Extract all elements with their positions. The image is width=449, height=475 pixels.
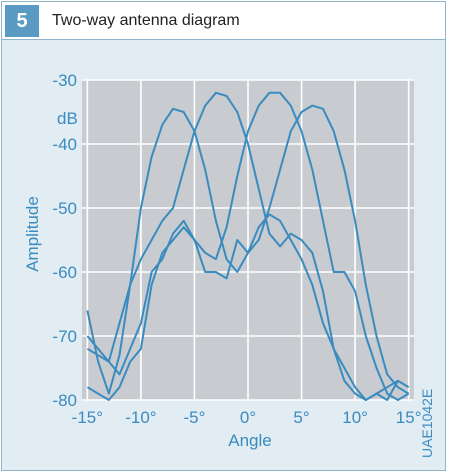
figure-title: Two-way antenna diagram (52, 12, 240, 29)
y-unit-label: dB (57, 109, 78, 128)
series-line-2 (86, 91, 410, 401)
x-tick-label: 15° (396, 408, 422, 427)
x-tick-labels: -15° -10° -5° 0° 5° 10° 15° (72, 408, 422, 427)
y-tick-label: -40 (52, 135, 77, 154)
figure-number: 5 (5, 5, 39, 37)
x-tick-label: 0° (240, 408, 256, 427)
x-tick-label: 10° (342, 408, 368, 427)
x-tick-label: -5° (183, 408, 205, 427)
x-tick-label: -10° (125, 408, 156, 427)
y-tick-label: -30 (52, 71, 77, 90)
y-tick-label: -60 (52, 263, 77, 282)
x-tick-label: -15° (72, 408, 103, 427)
x-axis-label: Angle (228, 431, 271, 450)
figure-header: 5 Two-way antenna diagram (2, 2, 445, 40)
y-tick-labels: -30 -40 -50 -60 -70 -80 (52, 71, 77, 410)
x-tick-label: 5° (293, 408, 309, 427)
series-line-4 (86, 104, 410, 395)
series-line-3 (86, 91, 410, 401)
y-axis-label: Amplitude (23, 196, 42, 272)
y-tick-label: -50 (52, 199, 77, 218)
y-tick-label: -80 (52, 391, 77, 410)
figure-code: UAE1042E (419, 389, 435, 458)
y-tick-label: -70 (52, 327, 77, 346)
series-layer (86, 91, 410, 401)
